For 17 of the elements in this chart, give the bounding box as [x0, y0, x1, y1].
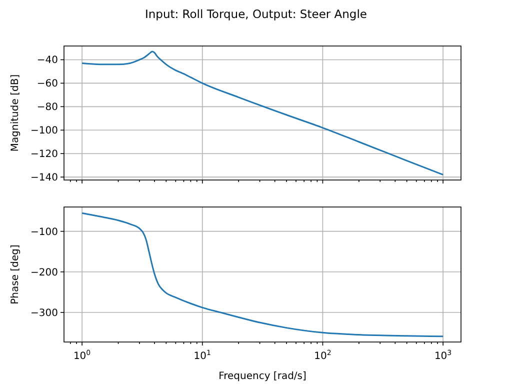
y-tick-label: −40 [36, 55, 58, 66]
y-tick-label: −100 [30, 126, 58, 137]
chart-title: Input: Roll Torque, Output: Steer Angle [144, 7, 368, 21]
y-tick-label: −100 [30, 226, 58, 238]
x-tick-label: 10$^{1}$ [194, 349, 211, 362]
x-tick-label: 10$^{3}$ [434, 349, 452, 362]
x-tick-label: 10$^{0}$ [73, 349, 91, 362]
y-tick-label: −200 [30, 267, 58, 278]
y-tick-label: −120 [30, 149, 58, 160]
y-tick-label: −80 [36, 102, 58, 114]
y-axis-title: Magnitude [dB] [10, 74, 21, 152]
y-tick-label: −140 [30, 172, 58, 184]
y-tick-label: −300 [30, 308, 58, 319]
y-axis-title: Phase [deg] [10, 244, 21, 304]
x-axis-title: Frequency [rad/s] [218, 371, 306, 382]
x-tick-label: 10$^{2}$ [314, 349, 332, 362]
y-tick-label: −60 [36, 78, 58, 90]
